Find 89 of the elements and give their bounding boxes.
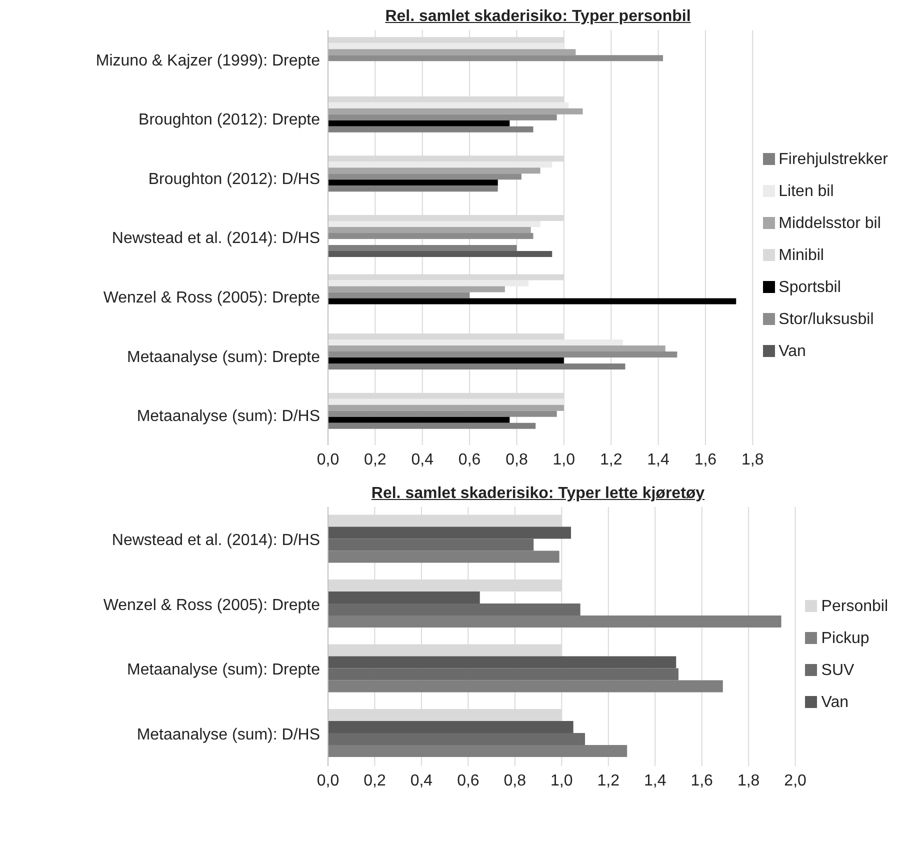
x-tick-label: 1,4	[644, 772, 666, 790]
y-tick-label: Newstead et al. (2014): D/HS	[112, 230, 320, 248]
x-tick-label: 0,0	[316, 451, 340, 468]
bar	[328, 616, 782, 628]
bar	[328, 244, 517, 251]
y-tick-label: Metaanalyse (sum): Drepte	[127, 348, 320, 366]
legend-label: Personbil	[821, 598, 888, 614]
bar	[328, 168, 540, 174]
bar	[328, 186, 498, 192]
y-tick-label: Mizuno & Kajzer (1999): Drepte	[96, 52, 320, 70]
legend-label: Middelsstor bil	[778, 214, 881, 232]
bar	[328, 43, 564, 50]
legend-label: Liten bil	[778, 182, 834, 200]
x-tick-label: 1,6	[690, 772, 714, 790]
x-tick-label: 0,6	[457, 772, 480, 790]
legend-label: Minibil	[778, 246, 824, 264]
bar	[328, 422, 536, 429]
bar	[328, 226, 531, 233]
bar	[328, 108, 583, 114]
bar	[328, 733, 586, 746]
legend-label: Van	[778, 342, 806, 360]
bar	[328, 220, 540, 227]
bar	[328, 232, 534, 239]
x-tick-label: 0,4	[410, 772, 433, 790]
y-tick-label: Metaanalyse (sum): Drepte	[127, 662, 320, 679]
bar	[328, 538, 534, 551]
x-tick-label: 2,0	[784, 772, 807, 790]
legend-label: Stor/luksusbil	[778, 310, 874, 328]
x-tick-label: 0,8	[504, 772, 526, 790]
bar	[328, 592, 480, 604]
bar	[328, 250, 552, 257]
x-tick-label: 0,4	[411, 451, 434, 468]
legend-label: Van	[821, 694, 849, 710]
y-tick-label: Newstead et al. (2014): D/HS	[112, 532, 320, 550]
y-tick-label: Metaanalyse (sum): D/HS	[136, 726, 320, 744]
bar	[328, 162, 552, 168]
chart-title: Rel. samlet skaderisiko: Typer personbil	[384, 8, 692, 26]
bar	[328, 102, 569, 108]
bar	[328, 668, 678, 680]
bar	[328, 745, 628, 758]
y-tick-label: Wenzel & Ross (2005): Drepte	[103, 596, 320, 614]
bar	[328, 174, 522, 180]
x-tick-label: 1,8	[737, 772, 760, 790]
bar	[328, 180, 498, 186]
bar	[328, 280, 529, 286]
bar	[328, 721, 574, 734]
bar	[328, 604, 580, 616]
bar	[328, 398, 564, 405]
x-tick-label: 1,4	[647, 451, 670, 468]
x-tick-label: 0,2	[364, 451, 386, 468]
bar	[328, 55, 663, 62]
bar	[328, 49, 576, 56]
legend-label: SUV	[821, 662, 854, 678]
x-tick-label: 0,8	[506, 451, 528, 468]
legend-label: Sportsbil	[778, 278, 841, 296]
x-tick-label: 1,0	[550, 772, 573, 790]
bar	[328, 680, 723, 692]
bar	[328, 126, 534, 132]
bar	[328, 404, 564, 411]
y-tick-label: Broughton (2012): D/HS	[148, 170, 320, 188]
bar	[328, 120, 510, 126]
y-tick-label: Metaanalyse (sum): D/HS	[136, 408, 320, 426]
x-tick-label: 0,0	[316, 772, 340, 790]
x-tick-label: 1,6	[694, 451, 717, 468]
bar	[328, 292, 470, 298]
bar	[328, 364, 626, 370]
bar	[328, 656, 676, 668]
bar	[328, 298, 736, 304]
bar	[328, 358, 564, 364]
y-tick-label: Broughton (2012): Drepte	[138, 112, 320, 129]
bar	[328, 550, 560, 563]
x-tick-label: 0,6	[458, 451, 481, 468]
bar	[328, 114, 557, 120]
x-tick-label: 1,2	[597, 772, 620, 790]
x-tick-label: 0,2	[364, 772, 386, 790]
x-tick-label: 1,8	[742, 451, 764, 468]
x-tick-label: 1,2	[600, 451, 622, 468]
x-tick-label: 1,0	[552, 451, 576, 468]
y-tick-label: Wenzel & Ross (2005): Drepte	[103, 289, 320, 306]
bar	[328, 352, 678, 358]
legend-label: Firehjulstrekker	[778, 150, 888, 168]
bar	[328, 410, 557, 417]
legend-label: Pickup	[821, 630, 870, 646]
bar	[328, 346, 666, 352]
bar	[328, 416, 510, 423]
bar	[328, 340, 623, 346]
bar	[328, 286, 505, 292]
chart-title: Rel. samlet skaderisiko: Typer lette kjøretøy	[370, 485, 706, 503]
bar	[328, 526, 571, 539]
